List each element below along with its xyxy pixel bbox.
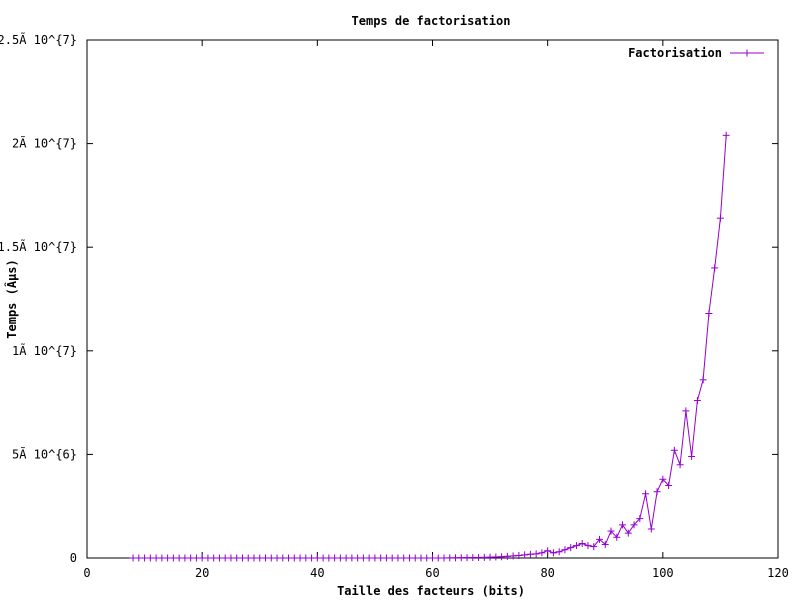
x-tick-label: 80 [540,566,554,580]
data-point-marker [636,515,644,523]
y-axis-label: Temps (Âµs) [4,259,19,338]
data-point-marker [693,397,701,405]
legend-label: Factorisation [628,46,722,60]
data-point-marker [595,535,603,543]
data-point-marker [676,461,684,469]
data-point-marker [607,527,615,535]
data-point-marker [670,446,678,454]
x-axis-label: Taille des facteurs (bits) [337,584,525,598]
data-point-marker [659,475,667,483]
data-point-marker [665,481,673,489]
data-point-marker [590,543,598,551]
data-point-marker [624,529,632,537]
data-point-marker [572,542,580,550]
data-point-marker [711,264,719,272]
series-layer [129,131,730,562]
data-point-marker [544,547,552,555]
data-point-marker [716,214,724,222]
data-point-marker [521,551,529,559]
data-point-marker [613,533,621,541]
data-point-marker [722,131,730,139]
data-point-marker [619,521,627,529]
data-point-marker [699,376,707,384]
x-tick-label: 60 [425,566,439,580]
data-point-marker [647,525,655,533]
data-point-marker [555,548,563,556]
x-tick-label: 100 [652,566,674,580]
data-point-marker [549,549,557,557]
data-point-marker [682,407,690,415]
data-point-marker [642,490,650,498]
data-point-marker [584,542,592,550]
legend: Factorisation [628,46,764,60]
series-line [133,135,727,559]
y-axis: 0 5Ã 10^{6} 1Ã 10^{7} 1.5Ã 10^{7} 2Ã 10^{7} 2… [0,32,778,565]
data-point-marker [630,521,638,529]
data-point-marker [515,552,523,560]
x-axis: 0 20 40 60 80 100 120 [83,40,789,580]
x-tick-label: 40 [310,566,324,580]
y-tick-label: 1.5Ã 10^{7} [0,239,77,254]
legend-marker [743,49,751,57]
data-point-marker [538,549,546,557]
data-point-marker [601,541,609,549]
y-tick-label: 2Ã 10^{7} [12,136,77,151]
y-tick-label: 0 [70,551,77,565]
x-tick-label: 0 [83,566,90,580]
data-point-marker [653,488,661,496]
data-point-marker [705,310,713,318]
x-tick-label: 20 [195,566,209,580]
chart-title: Temps de factorisation [352,14,511,28]
x-tick-label: 120 [767,566,789,580]
data-point-marker [532,550,540,558]
plot-frame [86,39,779,559]
data-point-marker [688,452,696,460]
y-tick-label: 1Ã 10^{7} [12,343,77,358]
data-point-marker [578,539,586,547]
data-point-marker [561,546,569,554]
y-tick-label: 2.5Ã 10^{7} [0,32,77,47]
data-point-marker [567,544,575,552]
y-tick-label: 5Ã 10^{6} [12,446,77,461]
